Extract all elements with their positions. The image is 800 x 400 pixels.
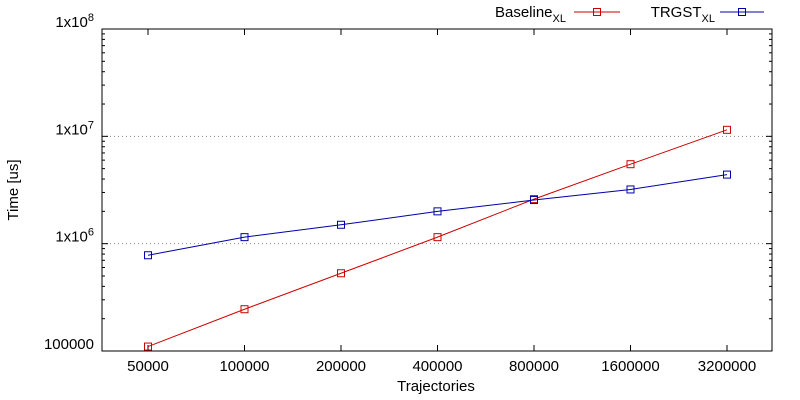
y-tick-label: 1x107 [55,119,94,138]
data-point [626,185,635,194]
legend: BaselineXL TRGSTXL [495,4,764,25]
data-point [144,251,152,260]
data-point [723,125,731,134]
series-line [147,174,728,256]
data-point [337,269,345,278]
grid-lines [102,135,772,245]
data-point [240,305,249,314]
data-point [530,196,538,205]
series-layer [144,125,731,351]
y-tick-label: 1x108 [55,12,94,31]
data-point [240,233,249,242]
x-tick-label: 1600000 [601,358,659,375]
y-tick-label: 1x106 [55,227,94,246]
legend-item-baseline: BaselineXL [495,4,620,25]
x-axis-title: Trajectories [397,378,475,395]
x-tick-label: 50000 [127,358,169,375]
data-point [144,342,152,351]
legend-marker [593,8,601,16]
legend-item-trgst: TRGSTXL [651,4,764,25]
x-tick-label: 400000 [412,358,462,375]
legend-label: TRGSTXL [651,4,715,25]
data-point [337,220,345,229]
x-tick-label: 100000 [219,358,269,375]
y-tick-label: 100000 [44,336,94,353]
legend-marker [738,8,746,16]
x-tick-label: 3200000 [698,358,756,375]
data-point [433,233,442,242]
plot-frame [101,28,773,352]
series-line [147,129,728,348]
axis-ticks: 100000 1x106 1x107 1x108 50000 100000 200000 40… [44,12,772,375]
data-point [723,170,731,179]
series-baseline [144,125,731,351]
x-tick-label: 200000 [316,358,366,375]
data-point [433,207,442,216]
y-axis-title: Time [us] [5,159,22,220]
series-trgst [144,170,731,260]
x-tick-label: 800000 [509,358,559,375]
legend-label: BaselineXL [495,4,566,25]
data-point [626,160,635,169]
